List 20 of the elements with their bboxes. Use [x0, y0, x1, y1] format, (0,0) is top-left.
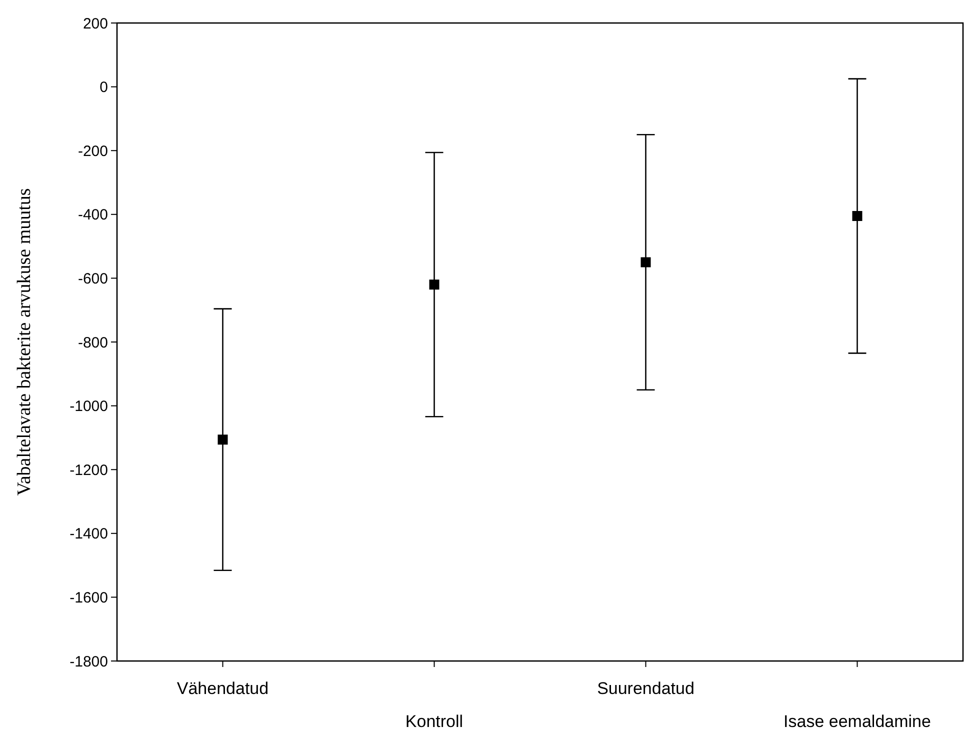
- y-tick-label: -800: [78, 334, 108, 352]
- x-tick-label: Vähendatud: [176, 679, 269, 698]
- x-tick-label: Isase eemaldamine: [784, 712, 931, 731]
- x-tick-label: Suurendatud: [597, 679, 694, 698]
- x-tick-label: Kontroll: [405, 712, 464, 731]
- y-tick-label: -1600: [70, 589, 108, 606]
- y-tick-label: -600: [78, 270, 108, 288]
- y-tick-label: -200: [78, 142, 108, 160]
- y-tick-label: 0: [100, 79, 108, 96]
- y-tick-label: -1000: [70, 398, 108, 416]
- point: [429, 280, 440, 290]
- point: [640, 257, 651, 268]
- y-tick-label: -1200: [70, 462, 108, 479]
- y-tick-label: -1400: [70, 526, 108, 543]
- y-tick-label: 200: [82, 15, 108, 32]
- y-tick-label: -1800: [70, 653, 108, 670]
- point: [852, 210, 862, 221]
- point: [218, 434, 228, 445]
- y-tick-label: -400: [78, 206, 108, 224]
- y-axis-title: Vabaltelavate bakterite arvukuse muutus: [14, 188, 35, 496]
